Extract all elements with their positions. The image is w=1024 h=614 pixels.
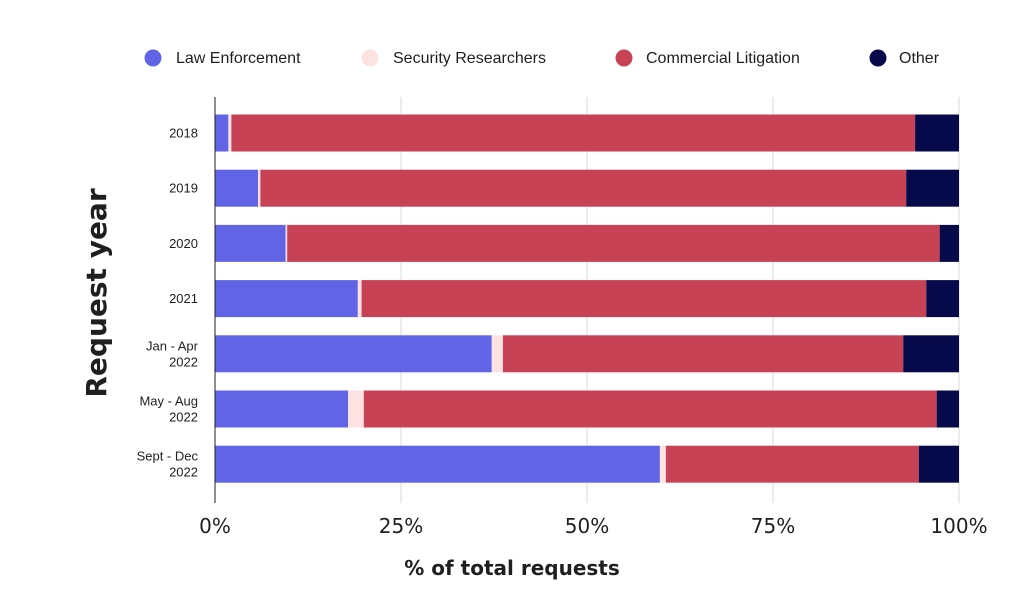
bar-other-sept-dec-2022: [918, 445, 959, 483]
category-label: 2022: [169, 465, 198, 480]
category-label: Jan - Apr: [146, 338, 199, 353]
bar-commercial-litigation-sept-dec-2022: [665, 445, 919, 483]
legend-swatch-security-researchers: [361, 49, 379, 67]
legend-label-other: Other: [899, 50, 940, 67]
bar-commercial-litigation-jan-apr-2022: [502, 335, 904, 373]
bar-law-enforcement-2021: [215, 280, 358, 318]
legend-label-law-enforcement: Law Enforcement: [176, 50, 301, 67]
bar-commercial-litigation-2018: [231, 114, 916, 152]
legend-swatch-commercial-litigation: [615, 49, 633, 67]
bar-security-researchers-jan-apr-2022: [491, 335, 503, 373]
bar-commercial-litigation-2019: [260, 169, 907, 207]
category-label: 2020: [169, 236, 198, 251]
category-label: 2022: [169, 354, 198, 369]
category-label: 2021: [169, 291, 198, 306]
bar-law-enforcement-2018: [215, 114, 229, 152]
bar-security-researchers-2018: [228, 114, 232, 152]
y-axis-label: Request year: [80, 188, 113, 397]
bar-security-researchers-2021: [357, 280, 362, 318]
x-tick-labels: 0% 25% 50% 75% 100%: [199, 514, 987, 538]
category-label: 2022: [169, 410, 198, 425]
x-axis-label: % of total requests: [404, 556, 620, 580]
bar-commercial-litigation-2020: [287, 224, 940, 262]
bar-other-2020: [939, 224, 959, 262]
bars: [215, 114, 959, 483]
bar-commercial-litigation-2021: [361, 280, 927, 318]
bar-other-2019: [906, 169, 959, 207]
bar-security-researchers-2020: [285, 224, 288, 262]
category-label: May - Aug: [139, 394, 198, 409]
bar-law-enforcement-may-aug-2022: [215, 390, 349, 428]
bar-law-enforcement-jan-apr-2022: [215, 335, 492, 373]
category-label: 2019: [169, 181, 198, 196]
legend: Law Enforcement Security Researchers Comme…: [144, 49, 940, 67]
x-tick-label: 50%: [565, 514, 609, 538]
bar-law-enforcement-sept-dec-2022: [215, 445, 660, 483]
bar-other-jan-apr-2022: [903, 335, 959, 373]
bar-security-researchers-2019: [258, 169, 261, 207]
x-tick-label: 75%: [751, 514, 795, 538]
x-tick-label: 100%: [930, 514, 987, 538]
bar-other-2021: [926, 280, 959, 318]
bar-law-enforcement-2020: [215, 224, 286, 262]
legend-swatch-law-enforcement: [144, 49, 162, 67]
legend-swatch-other: [869, 49, 887, 67]
bar-other-may-aug-2022: [936, 390, 959, 428]
bar-security-researchers-sept-dec-2022: [659, 445, 666, 483]
legend-label-commercial-litigation: Commercial Litigation: [646, 50, 800, 67]
x-tick-label: 0%: [199, 514, 231, 538]
category-label: 2018: [169, 126, 198, 141]
x-tick-label: 25%: [379, 514, 423, 538]
bar-security-researchers-may-aug-2022: [348, 390, 364, 428]
bar-law-enforcement-2019: [215, 169, 259, 207]
bar-other-2018: [915, 114, 959, 152]
legend-label-security-researchers: Security Researchers: [393, 50, 546, 67]
category-label: Sept - Dec: [137, 449, 199, 464]
bar-commercial-litigation-may-aug-2022: [363, 390, 937, 428]
